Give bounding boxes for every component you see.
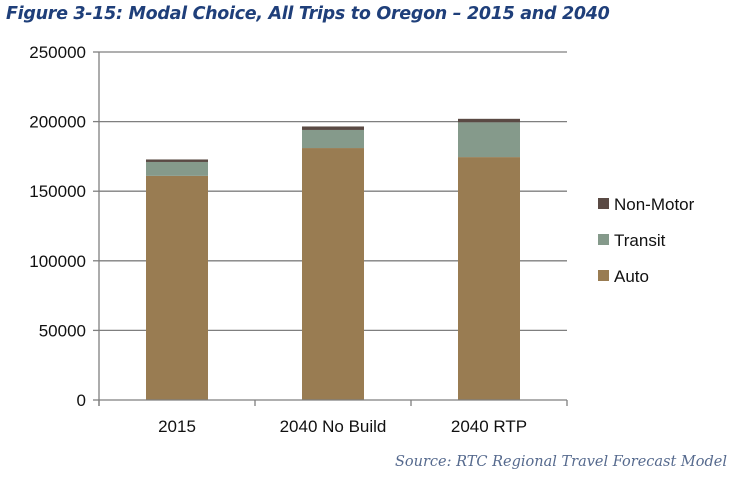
bar-auto-2040-no-build <box>302 148 364 400</box>
bar-auto-2015 <box>146 175 208 400</box>
legend-swatch-auto <box>598 270 609 281</box>
bars <box>146 118 520 400</box>
legend-label-non-motor: Non-Motor <box>614 195 695 214</box>
bar-transit-2040-no-build <box>302 129 364 149</box>
y-tick-label: 0 <box>77 391 86 410</box>
x-tick-label: 2040 No Build <box>280 417 387 436</box>
legend-label-transit: Transit <box>614 231 666 250</box>
y-tick-labels: 0 50000 100000 150000 200000 250000 <box>29 43 86 410</box>
bar-transit-2040-rtp <box>458 122 520 158</box>
legend: Non-Motor Transit Auto <box>598 195 695 286</box>
x-tick-label: 2040 RTP <box>451 417 527 436</box>
y-tick-label: 50000 <box>39 321 86 340</box>
x-tick-labels: 2015 2040 No Build 2040 RTP <box>158 417 527 436</box>
figure-title: Figure 3-15: Modal Choice, All Trips to … <box>6 4 610 24</box>
y-tick-label: 200000 <box>29 113 86 132</box>
legend-label-auto: Auto <box>614 267 649 286</box>
y-tick-label: 150000 <box>29 182 86 201</box>
bar-non-motor-2040-no-build <box>302 126 364 130</box>
legend-swatch-transit <box>598 234 609 245</box>
bar-non-motor-2040-rtp <box>458 118 520 123</box>
axes <box>93 51 568 406</box>
source-note: Source: RTC Regional Travel Forecast Mod… <box>394 454 727 470</box>
x-tick-label: 2015 <box>158 417 196 436</box>
legend-swatch-non-motor <box>598 198 609 209</box>
bar-transit-2015 <box>146 161 208 176</box>
bar-non-motor-2015 <box>146 159 208 162</box>
y-tick-label: 250000 <box>29 43 86 62</box>
y-tick-label: 100000 <box>29 252 86 271</box>
bar-auto-2040-rtp <box>458 157 520 400</box>
